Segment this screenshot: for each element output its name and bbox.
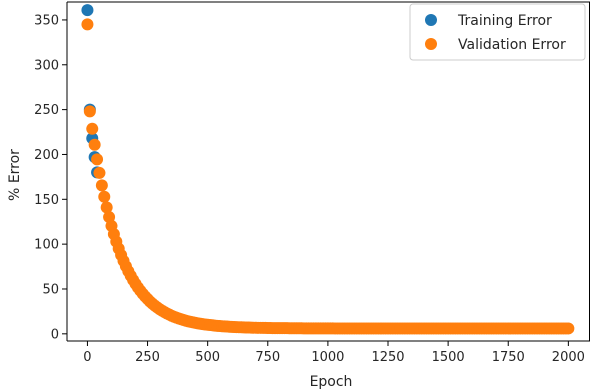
data-points [81, 4, 575, 335]
y-tick-label: 350 [34, 13, 59, 28]
legend-label-validation-error: Validation Error [458, 37, 566, 53]
validation-error-point [91, 153, 104, 166]
legend-marker-training-error [425, 14, 437, 26]
y-tick-label: 50 [42, 282, 59, 297]
x-axis-ticks: 0 250 500 750 1000 1250 1500 1750 2000 [83, 341, 585, 365]
validation-error-point [98, 190, 111, 203]
x-tick-label: 0 [83, 350, 91, 365]
validation-error-point [562, 322, 575, 335]
x-tick-label: 1000 [311, 350, 344, 365]
validation-error-point [95, 179, 108, 192]
legend-marker-validation-error [425, 38, 437, 50]
y-tick-label: 200 [34, 148, 59, 163]
y-tick-label: 250 [34, 103, 59, 118]
validation-error-point [86, 122, 99, 135]
y-tick-label: 0 [51, 327, 59, 342]
validation-error-point [83, 105, 96, 118]
x-tick-label: 250 [135, 350, 160, 365]
y-tick-label: 150 [34, 193, 59, 208]
training-error-point [81, 4, 94, 17]
x-tick-label: 2000 [552, 350, 585, 365]
x-tick-label: 1500 [432, 350, 465, 365]
y-tick-label: 300 [34, 58, 59, 73]
legend-box [409, 3, 586, 61]
y-axis-ticks: 0 50 100 150 200 250 300 350 [34, 13, 67, 342]
y-axis-label: % Error [7, 149, 23, 201]
y-tick-label: 100 [34, 238, 59, 253]
x-tick-label: 750 [255, 350, 280, 365]
x-axis-label: Epoch [310, 374, 353, 390]
x-tick-label: 500 [195, 350, 220, 365]
x-tick-label: 1750 [492, 350, 525, 365]
validation-error-point [88, 138, 101, 151]
x-tick-label: 1250 [371, 350, 404, 365]
validation-error-point [81, 18, 94, 31]
validation-error-point [100, 201, 113, 214]
legend: Training Error Validation Error [409, 3, 586, 61]
validation-error-point [93, 166, 106, 179]
legend-label-training-error: Training Error [457, 13, 552, 29]
